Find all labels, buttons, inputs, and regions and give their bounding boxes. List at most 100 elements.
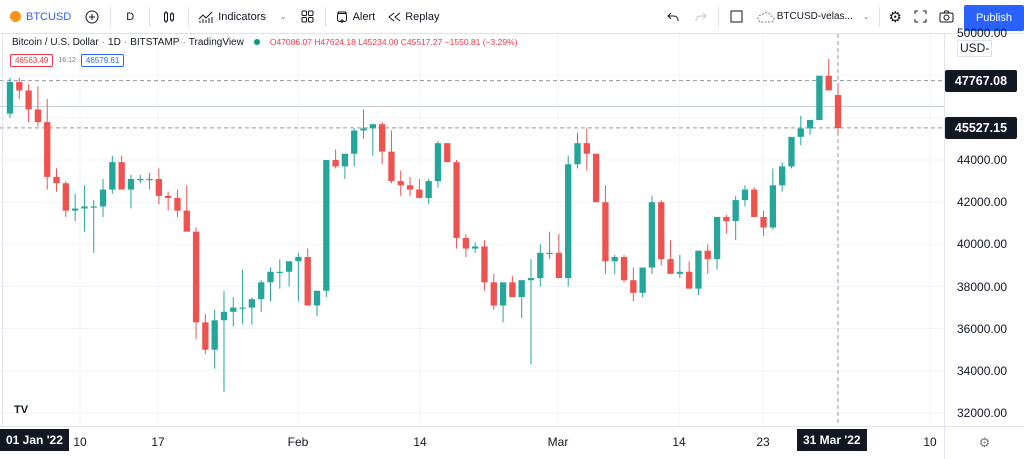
candle-body[interactable] [574,143,581,165]
candle-body[interactable] [444,143,451,163]
candle-body[interactable] [127,179,135,190]
candle-body[interactable] [676,271,684,274]
candle-body[interactable] [462,238,470,249]
candle-body[interactable] [6,82,14,114]
candle-body[interactable] [71,208,79,211]
fullscreen-button[interactable] [908,0,933,34]
sell-price-button[interactable]: 46563.49 [10,54,54,67]
candle-body[interactable] [16,82,23,91]
undo-button[interactable] [659,0,687,34]
candle-body[interactable] [211,320,218,350]
tradingview-logo[interactable]: TV [14,404,29,416]
candle-body[interactable] [99,189,107,207]
publish-button[interactable]: Publish [964,5,1024,31]
candle-body[interactable] [146,179,153,181]
candle-body[interactable] [313,290,321,306]
snapshot-button[interactable] [933,0,960,34]
chart-type-button[interactable] [153,0,185,34]
templates-button[interactable] [293,0,322,34]
candle-body[interactable] [490,282,497,306]
candle-body[interactable] [332,160,339,167]
candle-body[interactable] [258,282,265,300]
candle-body[interactable] [285,261,293,272]
candle-body[interactable] [620,257,628,281]
candle-body[interactable] [276,271,283,273]
candlestick-chart[interactable] [0,34,944,426]
currency-button[interactable]: USD- [957,40,993,57]
candle-body[interactable] [713,216,721,260]
candle-body[interactable] [667,259,674,274]
candle-body[interactable] [583,143,590,154]
replay-button[interactable]: Replay [381,0,445,34]
candle-body[interactable] [825,75,832,91]
candle-body[interactable] [779,166,786,186]
candle-body[interactable] [630,280,637,293]
candle-body[interactable] [527,278,535,281]
candle-body[interactable] [230,307,237,312]
candle-body[interactable] [62,183,69,211]
candle-body[interactable] [425,181,432,198]
candle-body[interactable] [192,231,200,323]
candle-body[interactable] [118,162,125,190]
candle-body[interactable] [472,246,479,249]
axis-settings-button[interactable]: ⚙ [944,426,1024,459]
candle-body[interactable] [741,189,749,201]
candle-body[interactable] [267,271,274,283]
candle-body[interactable] [388,151,395,182]
candle-body[interactable] [183,210,190,232]
candle-body[interactable] [434,143,442,182]
buy-price-button[interactable]: 46579.61 [80,54,125,67]
candle-body[interactable] [648,202,656,268]
candle-body[interactable] [44,122,51,177]
candle-body[interactable] [555,252,563,279]
candle-body[interactable] [360,128,367,131]
candle-body[interactable] [378,124,386,152]
candle-body[interactable] [81,206,88,209]
candle-body[interactable] [481,246,488,283]
candle-body[interactable] [639,267,646,293]
candle-body[interactable] [723,216,730,222]
candle-body[interactable] [53,176,60,184]
candle-body[interactable] [816,75,823,120]
candle-body[interactable] [397,181,404,186]
candle-body[interactable] [453,162,460,239]
candle-body[interactable] [685,271,693,289]
candle-body[interactable] [90,206,97,208]
candle-body[interactable] [518,280,525,298]
candle-body[interactable] [788,136,795,167]
price-axis[interactable]: 50000.00 USD- 44000.00 42000.00 40000.00 38… [944,26,1024,426]
indicators-button[interactable]: Indicators ⌄ [192,0,292,34]
candle-body[interactable] [25,90,32,110]
redo-button[interactable] [687,0,715,34]
candle-body[interactable] [769,185,777,228]
symbol-title[interactable]: Bitcoin / U.S. Dollar [12,36,99,48]
alert-button[interactable]: Alert [329,0,382,34]
candle-body[interactable] [406,185,414,190]
candle-body[interactable] [109,162,116,190]
candle-body[interactable] [369,124,376,129]
candle-body[interactable] [806,119,814,129]
candle-body[interactable] [834,94,842,129]
candle-body[interactable] [202,322,209,350]
candle-body[interactable] [592,153,600,203]
candle-body[interactable] [546,252,553,254]
candle-body[interactable] [695,250,702,289]
candle-body[interactable] [602,202,609,262]
candle-body[interactable] [248,299,256,308]
candle-body[interactable] [174,197,181,211]
candle-body[interactable] [537,252,544,279]
candle-body[interactable] [295,257,302,262]
chevron-down-icon[interactable]: ⌄ [279,12,287,21]
candle-body[interactable] [797,128,804,137]
candle-body[interactable] [751,189,758,217]
layout-button[interactable] [722,0,751,34]
interval-button[interactable]: D [114,0,146,34]
candle-body[interactable] [416,189,423,198]
candle-body[interactable] [137,179,144,181]
settings-button[interactable]: ⚙ [883,0,908,34]
candle-body[interactable] [760,216,767,228]
candle-body[interactable] [611,257,618,262]
symbol-search-button[interactable]: BTCUSD [0,0,77,34]
candle-body[interactable] [323,160,330,291]
candle-body[interactable] [304,257,311,306]
